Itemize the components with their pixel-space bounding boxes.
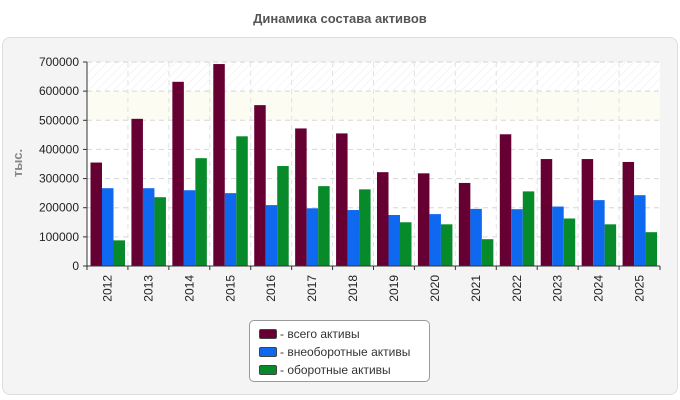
bar-noncurrent-2024 [593, 200, 605, 266]
y-tick-label: 0 [72, 259, 79, 273]
bar-noncurrent-2018 [347, 210, 360, 266]
bar-noncurrent-2016 [265, 205, 278, 266]
bar-noncurrent-2020 [429, 214, 441, 266]
x-tick-label-2019: 2019 [387, 275, 401, 302]
bar-current-2021 [481, 239, 494, 266]
bar-total-2019 [377, 172, 389, 266]
bar-noncurrent-2021 [470, 208, 482, 266]
bar-total-2015 [213, 64, 225, 266]
bar-current-2023 [563, 218, 576, 266]
bar-total-2012 [90, 162, 102, 266]
legend-swatch-total [259, 329, 277, 339]
legend-label-current: - оборотные активы [280, 363, 391, 377]
x-tick-label-2018: 2018 [346, 275, 360, 302]
bar-current-2024 [604, 224, 617, 266]
legend-label-noncurrent: - внеоборотные активы [280, 345, 411, 359]
x-tick-label-2013: 2013 [141, 275, 155, 302]
x-tick-label-2023: 2023 [551, 275, 565, 302]
y-tick-label: 300000 [39, 172, 79, 186]
bar-current-2020 [440, 224, 453, 266]
bar-current-2018 [359, 189, 371, 266]
bar-total-2014 [172, 81, 184, 267]
legend-swatch-noncurrent [259, 347, 277, 357]
bar-current-2017 [318, 186, 330, 266]
chart-title: Динамика состава активов [253, 11, 427, 26]
legend-label-total: - всего активы [280, 327, 360, 341]
legend: - всего активы - внеоборотные активы - о… [249, 320, 430, 382]
x-tick-label-2016: 2016 [264, 275, 278, 302]
bar-total-2021 [458, 182, 471, 266]
x-tick-label-2025: 2025 [633, 275, 647, 302]
bar-noncurrent-2023 [552, 206, 564, 266]
bar-current-2012 [113, 240, 125, 266]
bar-total-2020 [417, 173, 430, 266]
bar-total-2018 [336, 133, 348, 266]
y-tick-label: 100000 [39, 230, 79, 244]
legend-item-noncurrent: - внеоборотные активы [259, 343, 429, 361]
bar-noncurrent-2025 [634, 195, 646, 266]
x-tick-label-2022: 2022 [510, 275, 524, 302]
y-tick-label: 600000 [39, 84, 79, 98]
bar-current-2013 [154, 197, 166, 266]
bar-noncurrent-2013 [142, 188, 155, 266]
bar-noncurrent-2022 [511, 209, 523, 266]
y-tick-label: 500000 [39, 113, 79, 127]
y-tick-label: 200000 [39, 201, 79, 215]
x-tick-label-2024: 2024 [592, 275, 606, 302]
bar-noncurrent-2015 [224, 193, 237, 266]
bar-noncurrent-2012 [102, 188, 114, 266]
bar-noncurrent-2014 [183, 190, 196, 266]
bar-current-2022 [522, 191, 535, 266]
bar-current-2016 [277, 166, 289, 266]
legend-item-current: - оборотные активы [259, 361, 429, 379]
bar-current-2014 [195, 158, 207, 266]
bar-total-2017 [295, 128, 307, 266]
x-tick-label-2014: 2014 [182, 275, 196, 302]
bar-current-2025 [645, 232, 658, 266]
bar-current-2019 [400, 222, 412, 266]
axes [83, 61, 661, 270]
bar-total-2023 [540, 159, 553, 266]
bar-total-2024 [581, 159, 594, 266]
y-axis-label: тыс. [10, 149, 25, 177]
y-tick-label: 700000 [39, 55, 79, 69]
bar-total-2025 [622, 161, 635, 266]
x-tick-label-2015: 2015 [223, 275, 237, 302]
y-tick-labels: 0 100000 200000 300000 400000 500000 600000 700… [39, 55, 79, 273]
bar-total-2016 [254, 105, 266, 266]
bars-group [90, 64, 658, 267]
bar-current-2015 [236, 136, 248, 266]
legend-swatch-current [259, 365, 277, 375]
x-tick-labels: 2012 2013 2014 2015 2016 2017 2018 2019 2020 2021… [100, 275, 646, 302]
legend-item-total: - всего активы [259, 325, 429, 343]
bar-total-2022 [499, 134, 512, 266]
x-tick-label-2021: 2021 [469, 275, 483, 302]
bar-total-2013 [131, 118, 143, 266]
bar-noncurrent-2019 [388, 215, 400, 266]
bar-noncurrent-2017 [306, 208, 319, 266]
y-tick-label: 400000 [39, 142, 79, 156]
gridlines [87, 61, 660, 266]
x-tick-label-2012: 2012 [100, 275, 114, 302]
x-tick-label-2017: 2017 [305, 275, 319, 302]
x-tick-label-2020: 2020 [428, 275, 442, 302]
